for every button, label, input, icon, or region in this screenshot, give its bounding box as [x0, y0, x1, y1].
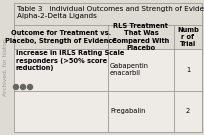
Bar	[14, 25, 202, 49]
Text: Alpha-2-Delta Ligands: Alpha-2-Delta Ligands	[17, 13, 97, 19]
Bar	[14, 3, 202, 25]
Circle shape	[20, 85, 26, 90]
Text: RLS Treatment
That Was
Compared With
Placebo: RLS Treatment That Was Compared With Pla…	[112, 23, 170, 51]
Text: Gabapentin
enacarbil: Gabapentin enacarbil	[110, 63, 149, 76]
Bar	[14, 90, 202, 132]
Text: Numb
r of
Trial: Numb r of Trial	[177, 27, 199, 47]
Circle shape	[28, 85, 32, 90]
Text: 2: 2	[186, 108, 190, 114]
Circle shape	[13, 85, 19, 90]
Text: Table 3   Individual Outcomes and Strength of Eviden: Table 3 Individual Outcomes and Strength…	[17, 6, 204, 12]
Text: 1: 1	[186, 67, 190, 73]
Bar	[14, 49, 202, 90]
Text: Archived, for histori: Archived, for histori	[2, 39, 8, 96]
Text: Pregabalin: Pregabalin	[110, 108, 145, 114]
Text: Outcome for Treatment vs.
Placebo, Strength of Evidence: Outcome for Treatment vs. Placebo, Stren…	[5, 30, 117, 44]
Text: Increase in IRLS Rating Scale
responders (>50% score
reduction): Increase in IRLS Rating Scale responders…	[16, 50, 124, 71]
